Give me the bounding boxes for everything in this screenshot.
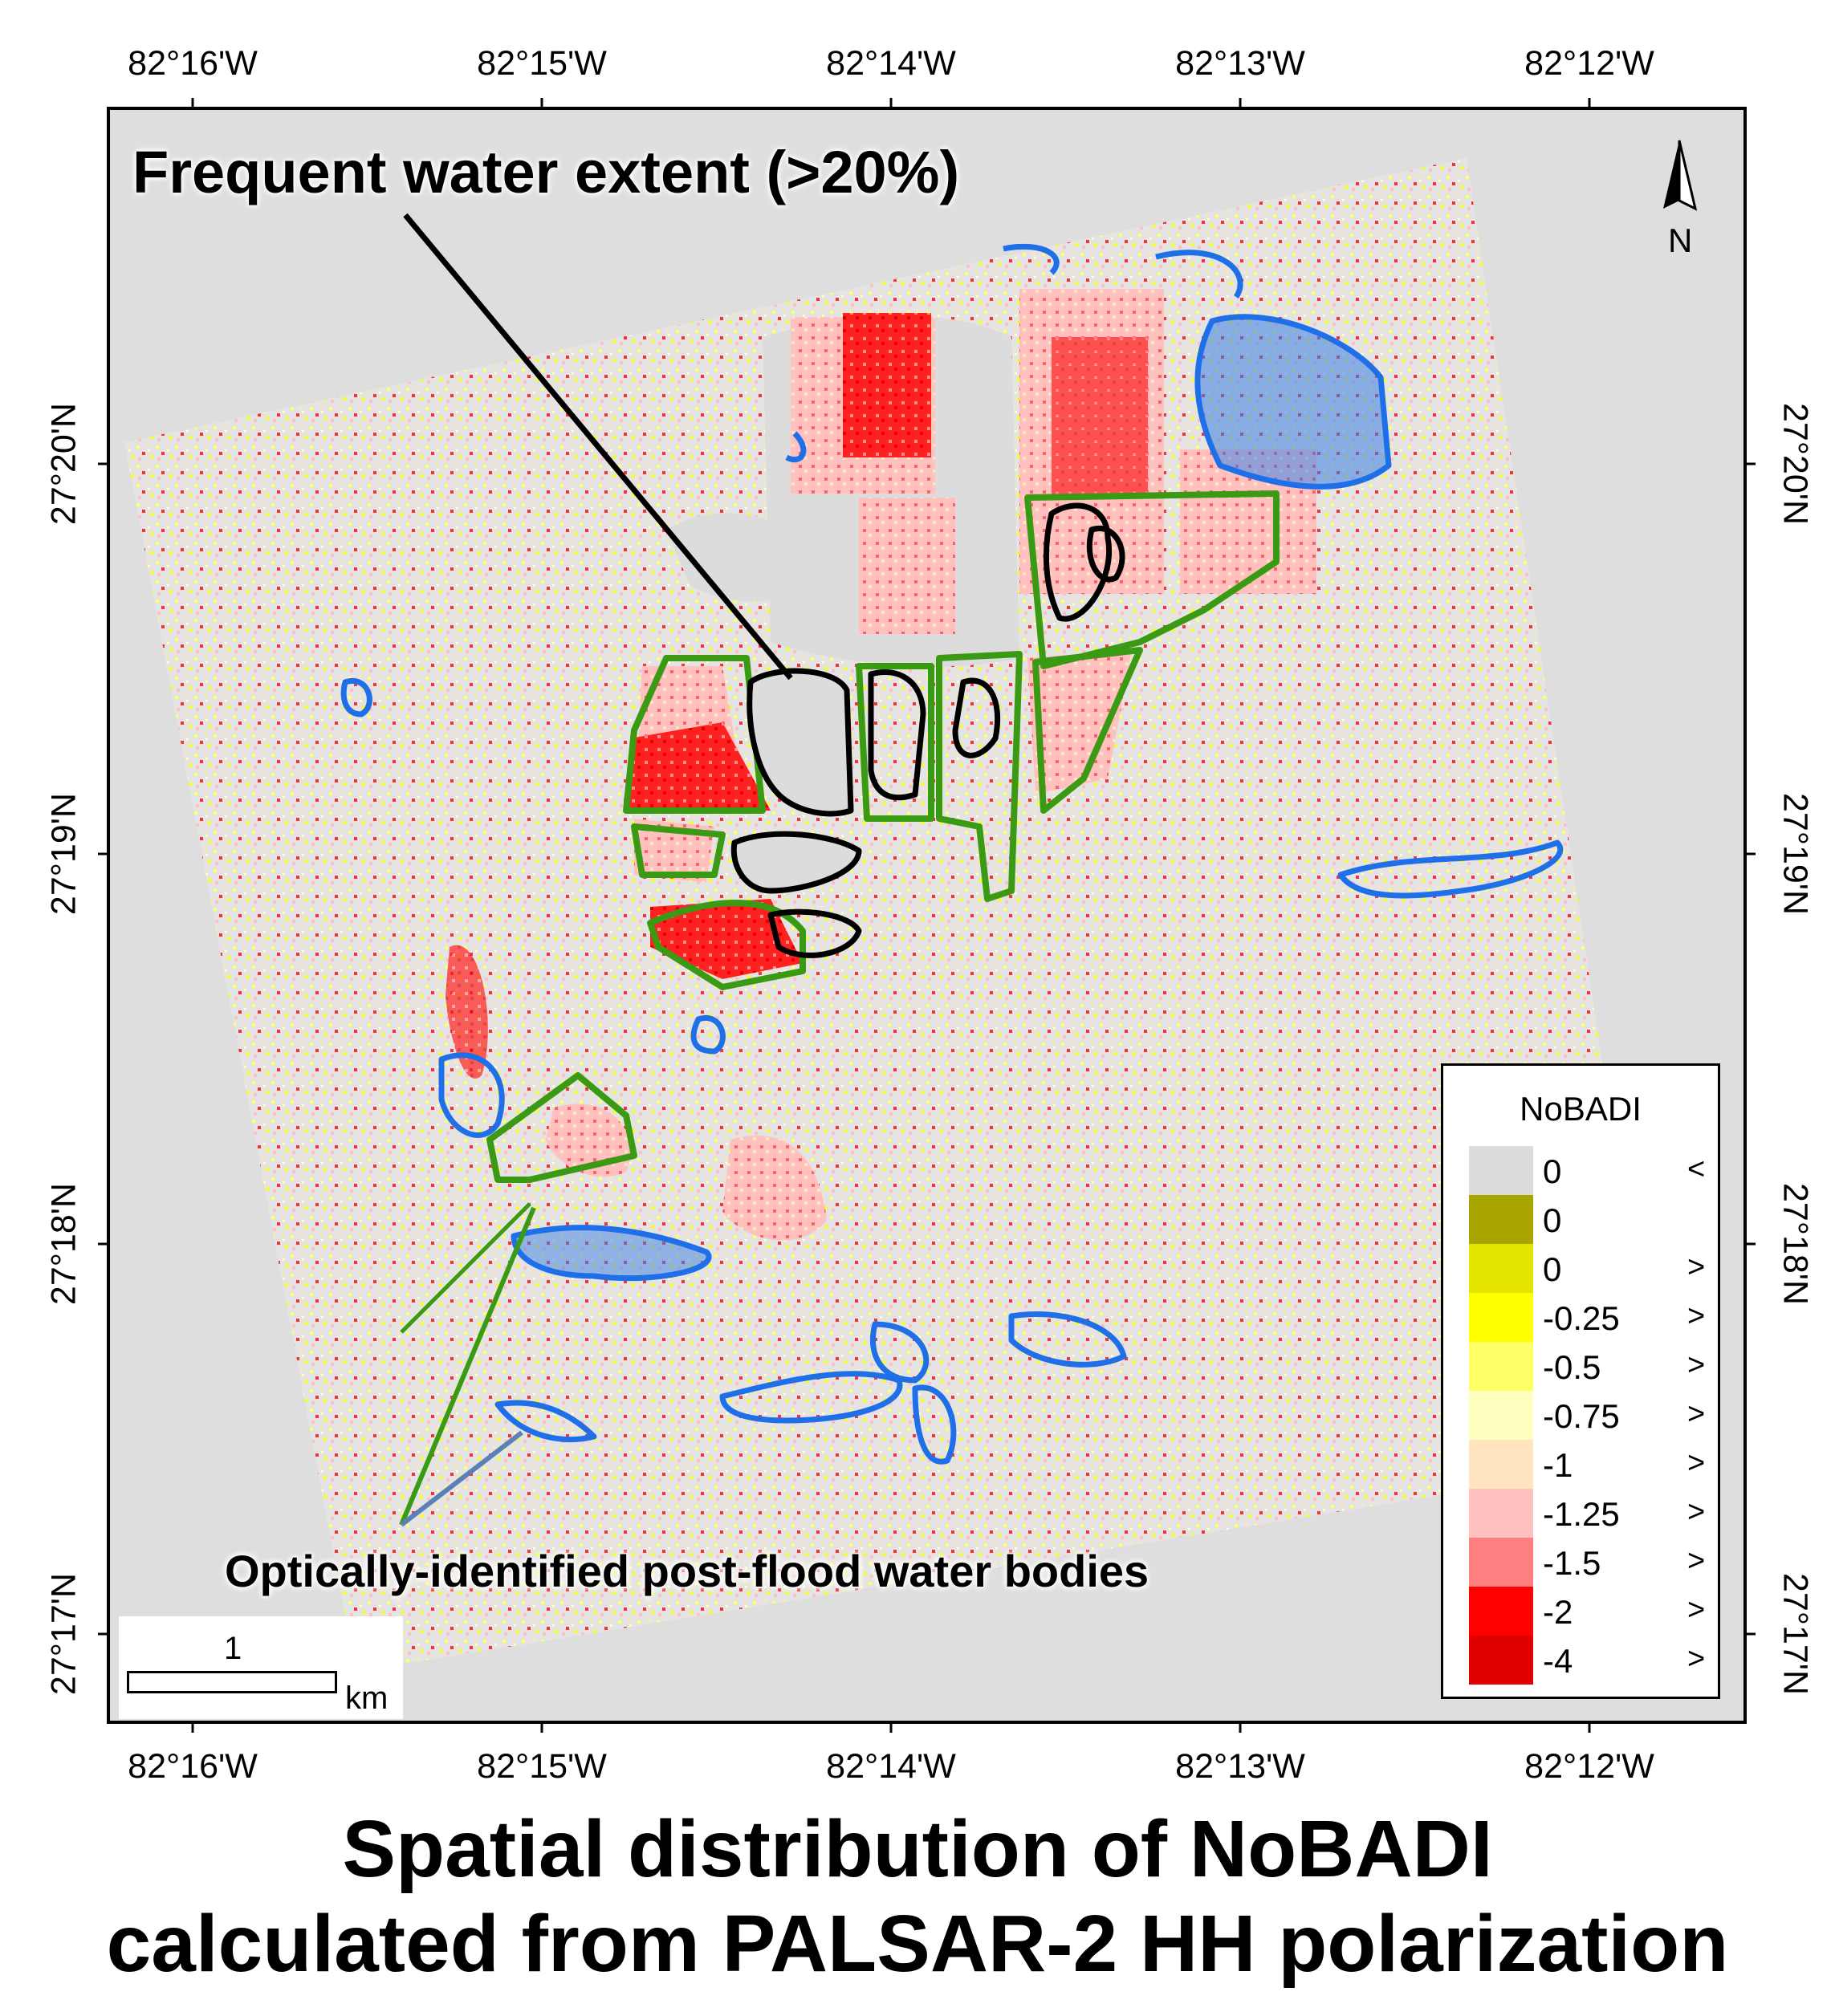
legend-row: -1 >: [1469, 1440, 1710, 1489]
tick-label-top-3: 82°14'W: [826, 44, 956, 83]
tick-label-left-3: 27°18'N: [44, 1182, 83, 1306]
legend-row: -1.25 >: [1469, 1489, 1710, 1538]
legend-symbol: <: [1687, 1152, 1706, 1186]
legend-swatch: [1469, 1244, 1533, 1293]
tick-label-bottom-1: 82°16'W: [128, 1747, 258, 1786]
red-fields-north: [791, 289, 1316, 634]
tick-label-right-2: 27°19'N: [1776, 792, 1815, 916]
field-outlines: [400, 490, 1280, 1334]
legend-symbol: >: [1687, 1446, 1706, 1480]
legend-value: 0: [1543, 1152, 1562, 1190]
tick-label-top-4: 82°13'W: [1175, 44, 1305, 83]
legend-value: -4: [1543, 1642, 1573, 1680]
optical-leader-blue: [400, 1430, 523, 1527]
title-line-1: Spatial distribution of NoBADI: [342, 1804, 1493, 1894]
legend-value: -2: [1543, 1593, 1573, 1631]
legend-row: -0.25 >: [1469, 1293, 1710, 1342]
legend-swatch: [1469, 1391, 1533, 1440]
legend-value: 0: [1543, 1201, 1562, 1239]
tick-label-top-1: 82°16'W: [128, 44, 258, 83]
north-label: N: [1668, 222, 1693, 259]
optical-leader-green: [399, 1206, 536, 1526]
tick-label-bottom-2: 82°15'W: [477, 1747, 607, 1786]
tick-label-top-5: 82°12'W: [1524, 44, 1654, 83]
tick-label-bottom-5: 82°12'W: [1524, 1747, 1654, 1786]
legend-value: -0.75: [1543, 1397, 1620, 1435]
tick-label-left-2: 27°19'N: [44, 792, 83, 916]
legend-value: -1.25: [1543, 1495, 1620, 1533]
legend-row: 0 >: [1469, 1244, 1710, 1293]
legend-row: 0 <: [1469, 1146, 1710, 1195]
title-line-2: calculated from PALSAR-2 HH polarization: [106, 1899, 1729, 1989]
tick-label-bottom-3: 82°14'W: [826, 1747, 956, 1786]
legend-swatch: [1469, 1195, 1533, 1244]
legend: NoBADI 0 < 0 0 > -0.25 > -0.5 > -0.75 > -1 > -…: [1441, 1063, 1720, 1699]
legend-value: -0.5: [1543, 1348, 1601, 1386]
legend-items: 0 < 0 0 > -0.25 > -0.5 > -0.75 > -1 > -1.25 > -…: [1469, 1146, 1710, 1685]
frequent-water-outlines: [730, 502, 1125, 958]
legend-symbol: >: [1687, 1348, 1706, 1382]
legend-symbol: >: [1687, 1544, 1706, 1578]
legend-swatch: [1469, 1440, 1533, 1489]
legend-swatch: [1469, 1146, 1533, 1195]
legend-symbol: >: [1687, 1593, 1706, 1627]
scale-bar-unit: km: [345, 1681, 389, 1716]
scale-bar-value: 1: [224, 1631, 242, 1666]
legend-row: -4 >: [1469, 1636, 1710, 1685]
legend-row: -0.5 >: [1469, 1342, 1710, 1391]
frequent-water-callout: Frequent water extent (>20%): [132, 139, 960, 205]
tick-label-right-1: 27°20'N: [1776, 402, 1815, 526]
tick-label-right-3: 27°18'N: [1776, 1182, 1815, 1306]
optical-water-callout: Optically-identified post-flood water bo…: [225, 1546, 1149, 1596]
legend-value: -0.25: [1543, 1299, 1620, 1337]
scale-bar: [127, 1671, 337, 1693]
frequent-water-leader: [403, 213, 793, 681]
optical-water-outlines: [340, 243, 1564, 1465]
legend-symbol: >: [1687, 1250, 1706, 1284]
tick-label-left-1: 27°20'N: [44, 402, 83, 526]
frame-ticks: [98, 98, 1756, 1733]
legend-swatch: [1469, 1293, 1533, 1342]
legend-value: 0: [1543, 1250, 1562, 1288]
tick-label-top-2: 82°15'W: [477, 44, 607, 83]
legend-row: -1.5 >: [1469, 1538, 1710, 1587]
legend-swatch: [1469, 1636, 1533, 1685]
scale-bar-box: 1 km: [119, 1616, 403, 1719]
legend-row: -0.75 >: [1469, 1391, 1710, 1440]
legend-title: NoBADI: [1520, 1090, 1642, 1128]
legend-symbol: >: [1687, 1642, 1706, 1676]
tick-label-right-4: 27°17'N: [1776, 1572, 1815, 1696]
tick-label-bottom-4: 82°13'W: [1175, 1747, 1305, 1786]
legend-symbol: >: [1687, 1299, 1706, 1333]
legend-value: -1: [1543, 1446, 1573, 1484]
legend-row: -2 >: [1469, 1587, 1710, 1636]
north-arrow-icon: [1663, 140, 1698, 211]
legend-row: 0: [1469, 1195, 1710, 1244]
legend-swatch: [1469, 1587, 1533, 1636]
legend-symbol: >: [1687, 1397, 1706, 1431]
legend-value: -1.5: [1543, 1544, 1601, 1582]
legend-swatch: [1469, 1489, 1533, 1538]
figure-title: Spatial distribution of NoBADI calculate…: [0, 1802, 1835, 1991]
legend-symbol: >: [1687, 1495, 1706, 1529]
legend-swatch: [1469, 1538, 1533, 1587]
legend-swatch: [1469, 1342, 1533, 1391]
tick-label-left-4: 27°17'N: [44, 1572, 83, 1696]
